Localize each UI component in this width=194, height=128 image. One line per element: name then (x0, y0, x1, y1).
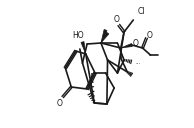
Text: HO: HO (72, 31, 84, 40)
Text: O: O (147, 30, 153, 40)
Text: Cl: Cl (137, 8, 145, 17)
Polygon shape (101, 29, 107, 43)
Polygon shape (101, 32, 109, 43)
Polygon shape (81, 42, 86, 54)
Text: ...: ... (135, 60, 140, 65)
Text: F: F (90, 73, 94, 83)
Text: O: O (132, 39, 138, 47)
Polygon shape (121, 44, 132, 48)
Text: O: O (113, 15, 119, 24)
Text: O: O (56, 99, 62, 109)
